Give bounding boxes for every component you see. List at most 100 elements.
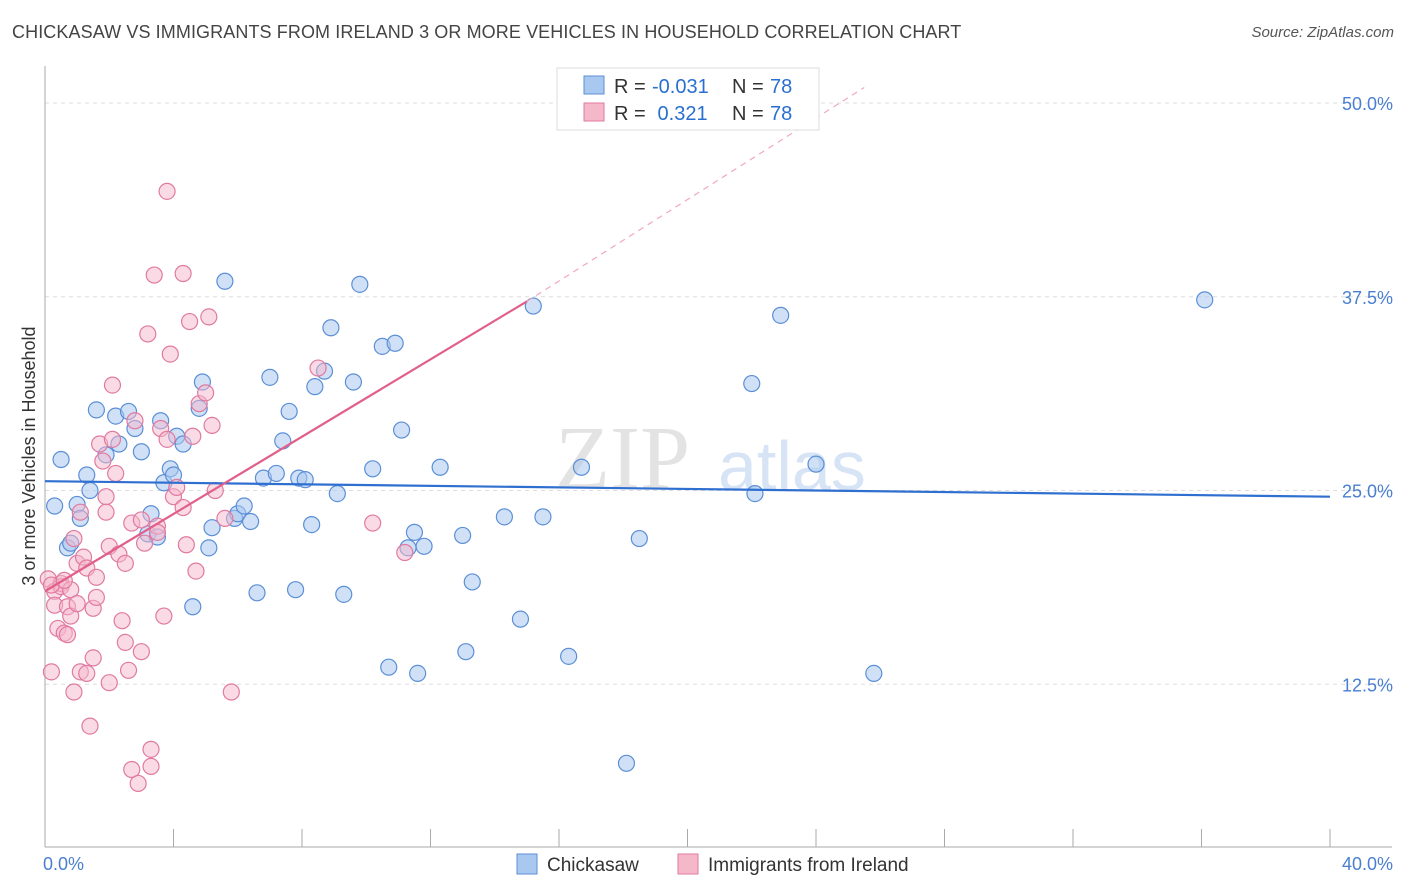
point-ireland-24	[94, 452, 112, 470]
point-chickasaw-59	[415, 537, 433, 555]
point-ireland-28	[103, 430, 122, 448]
point-ireland-58	[177, 536, 195, 554]
point-ireland-8	[58, 626, 77, 644]
point-ireland-71	[396, 543, 414, 562]
legend-n-label-2: N =	[732, 103, 764, 125]
y-tick-labels: 12.5% 25.0% 37.5% 50.0%	[1342, 94, 1393, 695]
point-chickasaw-57	[405, 523, 424, 541]
point-ireland-52	[158, 430, 176, 448]
bottom-legend-swatch-ireland	[677, 853, 699, 875]
point-chickasaw-74	[772, 306, 790, 324]
point-ireland-61	[187, 562, 205, 580]
point-ireland-75	[87, 588, 106, 607]
y-tick-label-1: 25.0%	[1342, 482, 1393, 502]
point-ireland-44	[142, 740, 160, 758]
point-chickasaw-70	[617, 754, 636, 772]
y-tick-label-3: 50.0%	[1342, 94, 1393, 114]
point-chickasaw-60	[431, 458, 449, 476]
point-chickasaw-38	[274, 432, 292, 450]
point-ireland-35	[119, 661, 138, 679]
point-chickasaw-29	[216, 272, 234, 290]
point-chickasaw-28	[203, 519, 221, 537]
point-ireland-77	[65, 529, 83, 548]
point-ireland-26	[97, 503, 115, 521]
point-ireland-50	[155, 607, 173, 625]
point-ireland-65	[203, 416, 221, 434]
point-ireland-53	[161, 345, 179, 363]
point-ireland-33	[116, 554, 134, 572]
point-ireland-51	[158, 182, 176, 200]
point-chickasaw-37	[267, 464, 285, 483]
y-tick-label-2: 37.5%	[1342, 288, 1393, 308]
point-chickasaw-1	[52, 450, 70, 469]
point-chickasaw-65	[511, 610, 530, 628]
axes	[44, 66, 1392, 848]
point-ireland-46	[145, 266, 163, 284]
point-ireland-14	[71, 503, 89, 521]
point-ireland-12	[65, 683, 83, 701]
point-chickasaw-39	[280, 402, 298, 421]
point-chickasaw-27	[200, 539, 218, 557]
point-ireland-68	[222, 683, 240, 701]
point-chickasaw-24	[184, 598, 202, 616]
point-chickasaw-51	[364, 460, 382, 478]
point-chickasaw-63	[457, 643, 475, 661]
point-chickasaw-50	[351, 275, 369, 293]
legend: R = -0.031 N = 78 R = 0.321 N = 78	[556, 67, 820, 131]
legend-r-value-2: 0.321	[652, 103, 708, 125]
legend-n-value-1: 78	[770, 76, 792, 98]
point-ireland-45	[142, 757, 160, 776]
point-chickasaw-36	[261, 368, 279, 386]
point-chickasaw-47	[328, 485, 346, 503]
point-chickasaw-32	[235, 497, 253, 515]
legend-r-label-2: R =	[614, 103, 646, 125]
point-chickasaw-54	[386, 334, 404, 352]
point-chickasaw-53	[380, 658, 398, 676]
point-ireland-38	[126, 412, 144, 430]
point-chickasaw-33	[242, 512, 260, 531]
point-ireland-41	[132, 643, 150, 661]
point-chickasaw-64	[495, 508, 513, 526]
point-chickasaw-75	[807, 455, 825, 473]
bottom-legend-swatch-chickasaw	[516, 853, 538, 875]
point-ireland-40	[132, 511, 150, 529]
y-axis-label: 3 or more Vehicles in Household	[19, 326, 39, 585]
point-chickasaw-68	[560, 647, 578, 665]
point-chickasaw-44	[306, 378, 324, 396]
point-ireland-18	[78, 664, 96, 683]
point-ireland-1	[42, 663, 61, 681]
watermark-atlas: atlas	[718, 427, 866, 505]
x-tick-label-1: 40.0%	[1342, 854, 1393, 874]
legend-n-label-1: N =	[732, 76, 764, 98]
x-tick-labels: 0.0% 40.0%	[43, 854, 1393, 874]
legend-r-value-1: -0.031	[652, 76, 709, 98]
legend-swatch-chickasaw	[583, 75, 605, 95]
point-chickasaw-43	[303, 515, 321, 534]
point-chickasaw-0	[46, 497, 64, 515]
source-label: Source: ZipAtlas.com	[1251, 24, 1394, 41]
point-chickasaw-77	[1196, 291, 1214, 309]
point-chickasaw-46	[322, 319, 340, 337]
point-ireland-74	[68, 595, 86, 613]
point-chickasaw-73	[746, 485, 764, 503]
point-chickasaw-40	[286, 581, 305, 599]
bottom-legend-chickasaw: Chickasaw	[547, 855, 639, 876]
legend-swatch-ireland	[583, 102, 605, 122]
point-chickasaw-48	[335, 585, 353, 603]
point-chickasaw-67	[534, 508, 552, 526]
point-ireland-64	[200, 308, 218, 326]
point-ireland-63	[197, 384, 215, 402]
point-chickasaw-55	[392, 421, 411, 439]
gridlines	[45, 102, 1392, 685]
point-ireland-67	[216, 509, 234, 528]
point-ireland-34	[116, 633, 134, 652]
point-chickasaw-72	[743, 374, 761, 393]
point-ireland-56	[174, 264, 192, 283]
point-chickasaw-61	[454, 526, 472, 545]
bottom-legend-ireland: Immigrants from Ireland	[708, 855, 909, 876]
point-ireland-29	[103, 376, 122, 394]
point-ireland-39	[129, 774, 147, 793]
point-ireland-60	[184, 427, 202, 445]
legend-r-label-1: R =	[614, 76, 646, 98]
point-chickasaw-71	[630, 529, 648, 548]
